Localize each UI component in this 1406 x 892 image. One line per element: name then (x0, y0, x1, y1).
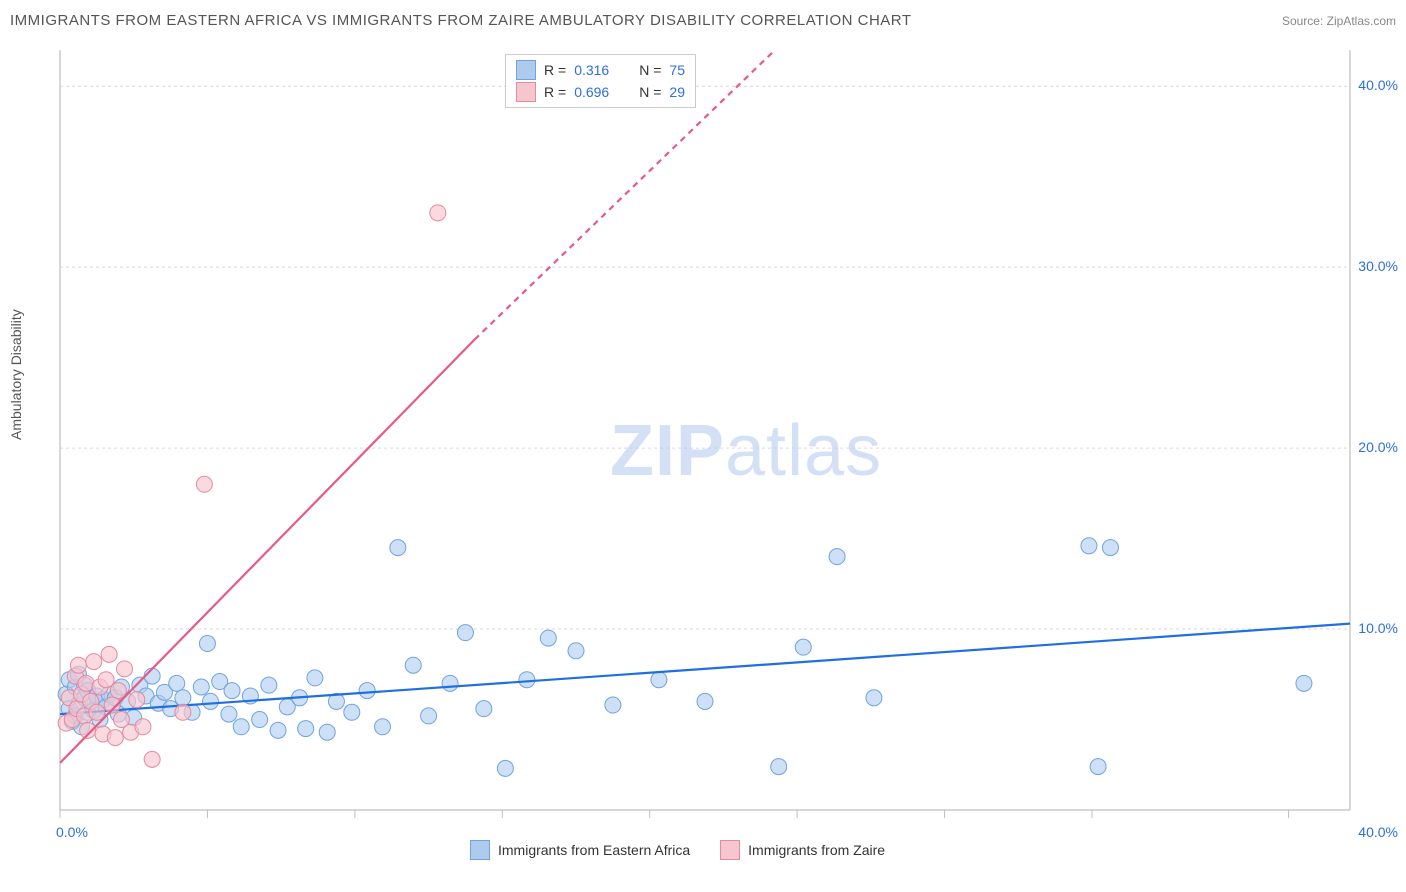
eastern_africa-point (224, 683, 240, 699)
series-legend-item: Immigrants from Eastern Africa (470, 840, 690, 860)
zaire-point (430, 205, 446, 221)
legend-r-label: R = (544, 84, 566, 100)
legend-r-value: 0.316 (574, 62, 609, 78)
zaire-point (117, 661, 133, 677)
eastern_africa-point (298, 721, 314, 737)
zaire-point (196, 476, 212, 492)
tick-label: 10.0% (1358, 620, 1398, 636)
eastern_africa-point (1090, 759, 1106, 775)
tick-label: 40.0% (1358, 824, 1398, 840)
title-bar: IMMIGRANTS FROM EASTERN AFRICA VS IMMIGR… (10, 12, 1396, 29)
eastern_africa-point (1102, 540, 1118, 556)
eastern_africa-point (169, 675, 185, 691)
eastern_africa-point (203, 693, 219, 709)
source-link[interactable]: ZipAtlas.com (1327, 14, 1396, 28)
eastern_africa-point (344, 704, 360, 720)
eastern_africa-point (771, 759, 787, 775)
eastern_africa-point (307, 670, 323, 686)
source-attribution: Source: ZipAtlas.com (1282, 14, 1396, 28)
eastern_africa-point (1296, 675, 1312, 691)
zaire-point (135, 719, 151, 735)
eastern_africa-point (375, 719, 391, 735)
eastern_africa-point (421, 708, 437, 724)
legend-n-value: 29 (669, 84, 685, 100)
zaire-point (101, 646, 117, 662)
series-legend-label: Immigrants from Eastern Africa (498, 842, 690, 858)
tick-label: 40.0% (1358, 77, 1398, 93)
legend-swatch (470, 840, 490, 860)
eastern_africa-point (199, 636, 215, 652)
eastern_africa-point (261, 677, 277, 693)
legend-n-label: N = (639, 84, 661, 100)
eastern_africa-point (697, 693, 713, 709)
legend-row: R = 0.316 N = 75 (516, 59, 685, 81)
eastern_africa-point (221, 706, 237, 722)
legend-row: R = 0.696 N = 29 (516, 81, 685, 103)
eastern_africa-point (568, 643, 584, 659)
eastern_africa-point (866, 690, 882, 706)
eastern_africa-point (233, 719, 249, 735)
eastern_africa-point (829, 549, 845, 565)
series-legend-label: Immigrants from Zaire (748, 842, 885, 858)
eastern_africa-point (605, 697, 621, 713)
legend-swatch (516, 60, 536, 80)
chart-title: IMMIGRANTS FROM EASTERN AFRICA VS IMMIGR… (10, 12, 912, 29)
source-label: Source: (1282, 14, 1323, 28)
scatter-chart (50, 40, 1360, 830)
legend-n-value: 75 (669, 62, 685, 78)
legend-swatch (516, 82, 536, 102)
eastern_africa-point (175, 690, 191, 706)
series-legend-item: Immigrants from Zaire (720, 840, 885, 860)
tick-label: 0.0% (56, 824, 88, 840)
eastern_africa-point (390, 540, 406, 556)
zaire-point (89, 704, 105, 720)
series-legend: Immigrants from Eastern Africa Immigrants… (470, 840, 885, 860)
eastern_africa-point (540, 630, 556, 646)
eastern_africa-point (1081, 538, 1097, 554)
zaire-point (144, 751, 160, 767)
zaire-point (107, 730, 123, 746)
eastern_africa-point (319, 724, 335, 740)
eastern_africa-point (193, 679, 209, 695)
zaire-point (70, 657, 86, 673)
eastern_africa-point (270, 722, 286, 738)
eastern_africa-point (519, 672, 535, 688)
eastern_africa-point (476, 701, 492, 717)
y-axis-label: Ambulatory Disability (8, 309, 24, 440)
eastern_africa-point (651, 672, 667, 688)
zaire-point (86, 654, 102, 670)
correlation-legend: R = 0.316 N = 75 R = 0.696 N = 29 (505, 54, 696, 108)
eastern_africa-point (442, 675, 458, 691)
legend-r-value: 0.696 (574, 84, 609, 100)
eastern_africa-point (457, 625, 473, 641)
legend-n-label: N = (639, 62, 661, 78)
legend-swatch (720, 840, 740, 860)
eastern_africa-point (405, 657, 421, 673)
zaire-point (98, 672, 114, 688)
tick-label: 20.0% (1358, 439, 1398, 455)
eastern_africa-point (252, 712, 268, 728)
eastern_africa-point (359, 683, 375, 699)
tick-label: 30.0% (1358, 258, 1398, 274)
eastern_africa-point (497, 760, 513, 776)
chart-area: ZIPatlas R =0.316N =75R =0.696N =29 Immi… (50, 40, 1360, 830)
legend-r-label: R = (544, 62, 566, 78)
zaire-point (129, 692, 145, 708)
eastern_africa-point (795, 639, 811, 655)
zaire-point (175, 704, 191, 720)
